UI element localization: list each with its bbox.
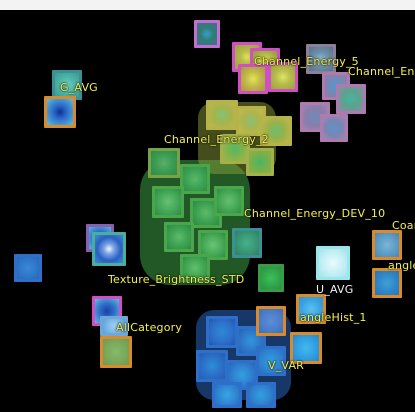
label-all-category: AllCategory — [116, 321, 183, 334]
feature-thumbnail[interactable] — [232, 228, 262, 258]
feature-thumbnail[interactable] — [246, 382, 276, 408]
feature-thumbnail[interactable] — [92, 232, 126, 266]
feature-thumbnail[interactable] — [372, 268, 402, 298]
label-channel-energy-5: Channel_Energy_5 — [254, 55, 359, 68]
feature-projection-canvas[interactable]: Channel_Energy_5 Channel_En G_AVG Channe… — [0, 10, 415, 412]
feature-thumbnail[interactable] — [100, 316, 128, 336]
feature-thumbnail[interactable] — [214, 186, 244, 216]
feature-thumbnail[interactable] — [44, 96, 76, 128]
feature-thumbnail[interactable] — [164, 222, 194, 252]
feature-thumbnail[interactable] — [14, 254, 42, 282]
feature-thumbnail[interactable] — [198, 230, 228, 260]
label-coar: Coar — [392, 219, 415, 232]
label-channel-energy-2: Channel_Energy_2 — [164, 133, 269, 146]
feature-thumbnail[interactable] — [212, 382, 242, 408]
feature-thumbnail[interactable] — [206, 316, 238, 348]
feature-thumbnail[interactable] — [372, 230, 402, 260]
feature-thumbnail[interactable] — [336, 84, 366, 114]
feature-thumbnail[interactable] — [180, 164, 210, 194]
feature-thumbnail[interactable] — [296, 294, 326, 324]
feature-thumbnail[interactable] — [260, 116, 292, 146]
feature-thumbnail[interactable] — [256, 346, 286, 376]
label-channel-en: Channel_En — [348, 65, 415, 78]
feature-thumbnail[interactable] — [238, 64, 268, 94]
feature-thumbnail[interactable] — [148, 148, 180, 178]
feature-thumbnail[interactable] — [194, 20, 220, 48]
feature-thumbnail[interactable] — [206, 100, 238, 130]
feature-thumbnail[interactable] — [152, 186, 184, 218]
feature-thumbnail[interactable] — [320, 114, 348, 142]
feature-thumbnail[interactable] — [258, 264, 284, 292]
feature-thumbnail[interactable] — [100, 336, 132, 368]
label-channel-energy-dev-10: Channel_Energy_DEV_10 — [244, 207, 386, 220]
label-u-avg: U_AVG — [316, 283, 354, 296]
label-v-var: V_VAR — [268, 359, 305, 372]
feature-thumbnail[interactable] — [180, 254, 210, 282]
label-angle-hist-1: angleHist_1 — [300, 311, 367, 324]
feature-thumbnail[interactable] — [220, 134, 250, 164]
label-texture-brightness-std: Texture_Brightness_STD — [108, 273, 245, 286]
feature-thumbnail[interactable] — [196, 350, 228, 382]
feature-thumbnail[interactable] — [306, 44, 336, 74]
feature-thumbnail[interactable] — [256, 306, 286, 336]
feature-thumbnail[interactable] — [290, 332, 322, 364]
feature-thumbnail[interactable] — [246, 148, 274, 176]
feature-thumbnail[interactable] — [236, 326, 266, 356]
label-angl: angle — [388, 259, 415, 272]
feature-thumbnail[interactable] — [316, 246, 350, 280]
window-top-edge — [0, 0, 415, 10]
label-g-avg: G_AVG — [60, 81, 98, 94]
feature-thumbnail[interactable] — [268, 62, 298, 92]
